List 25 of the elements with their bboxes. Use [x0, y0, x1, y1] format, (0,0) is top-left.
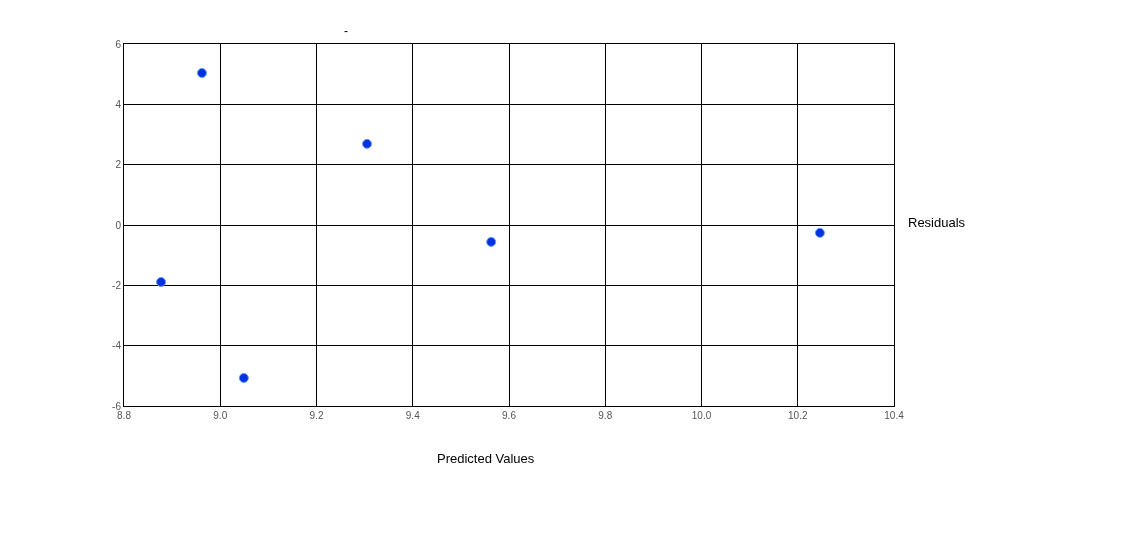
- x-tick-label: 8.8: [117, 410, 132, 421]
- y-axis-title: Residuals: [908, 215, 966, 230]
- point: [486, 236, 497, 247]
- point: [196, 67, 207, 78]
- y-tick-label: 6: [115, 38, 122, 50]
- point: [362, 138, 373, 149]
- y-tick-label: 0: [115, 219, 122, 231]
- x-tick-label: 10.2: [788, 410, 808, 421]
- x-tick-label: 9.8: [598, 410, 613, 421]
- x-tick-label: 9.6: [502, 410, 517, 421]
- y-tick-label: -4: [112, 340, 122, 352]
- y-tick-label: -6: [112, 400, 122, 412]
- x-tick-label: 9.0: [213, 410, 228, 421]
- point: [156, 277, 167, 288]
- x-tick-label: 9.2: [309, 410, 324, 421]
- x-axis-title: Predicted Values: [437, 451, 535, 466]
- point: [238, 372, 249, 383]
- x-tick-label: 10.4: [884, 410, 905, 421]
- y-tick-label: 4: [115, 98, 122, 110]
- x-tick-label: 9.4: [405, 410, 421, 421]
- x-tick-label: 10.0: [691, 410, 712, 421]
- y-tick-label: 2: [115, 159, 122, 171]
- chart-title: -: [344, 24, 348, 39]
- point: [814, 227, 825, 238]
- y-tick-label: -2: [112, 279, 122, 291]
